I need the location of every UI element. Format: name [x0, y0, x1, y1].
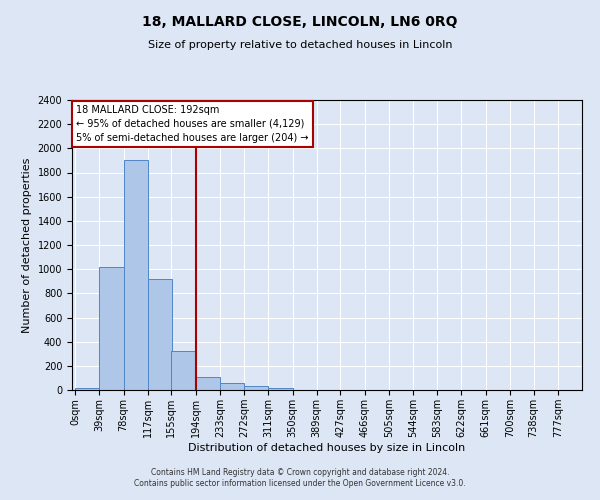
- Bar: [148, 279, 172, 390]
- Y-axis label: Number of detached properties: Number of detached properties: [22, 158, 32, 332]
- X-axis label: Distribution of detached houses by size in Lincoln: Distribution of detached houses by size …: [188, 442, 466, 452]
- Bar: [220, 384, 244, 390]
- Text: 18 MALLARD CLOSE: 192sqm
← 95% of detached houses are smaller (4,129)
5% of semi: 18 MALLARD CLOSE: 192sqm ← 95% of detach…: [76, 105, 309, 143]
- Bar: [244, 386, 268, 390]
- Text: Size of property relative to detached houses in Lincoln: Size of property relative to detached ho…: [148, 40, 452, 50]
- Text: Contains HM Land Registry data © Crown copyright and database right 2024.
Contai: Contains HM Land Registry data © Crown c…: [134, 468, 466, 487]
- Bar: [268, 388, 293, 390]
- Bar: [75, 388, 100, 390]
- Bar: [196, 376, 220, 390]
- Bar: [100, 267, 124, 390]
- Bar: [172, 352, 196, 390]
- Bar: [124, 160, 148, 390]
- Text: 18, MALLARD CLOSE, LINCOLN, LN6 0RQ: 18, MALLARD CLOSE, LINCOLN, LN6 0RQ: [142, 15, 458, 29]
